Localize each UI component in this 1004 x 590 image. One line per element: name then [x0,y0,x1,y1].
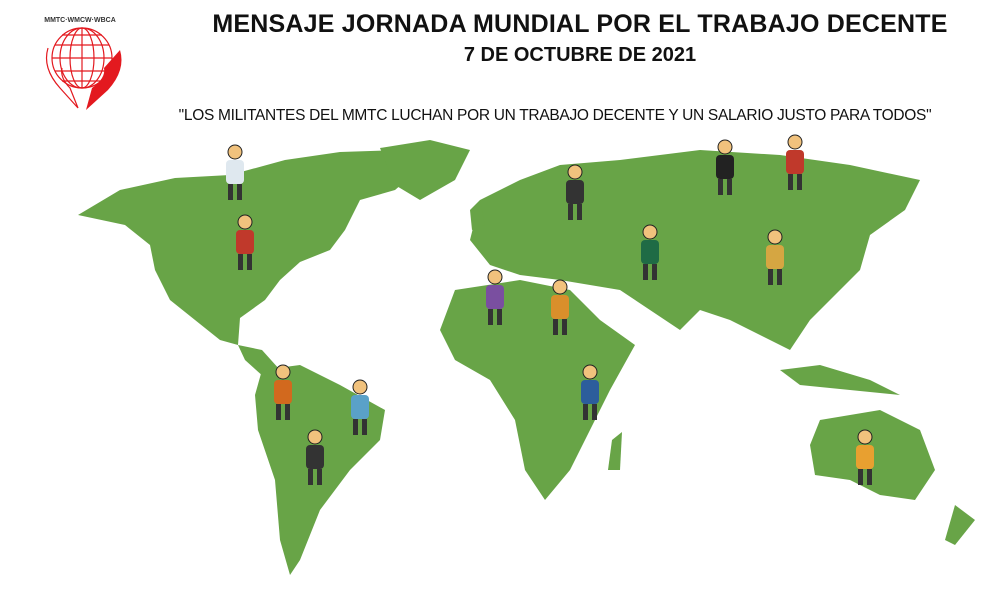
slogan-quote: "LOS MILITANTES DEL MMTC LUCHAN POR UN T… [178,107,932,124]
page-title: MENSAJE JORNADA MUNDIAL POR EL TRABAJO D… [212,10,948,38]
worker-firefighter-illustration [306,429,324,485]
indonesia [780,365,900,395]
event-date: 7 DE OCTUBRE DE 2021 [463,44,697,66]
worker-shop-cashier-illustration [766,229,784,285]
worker-office-workers-illustration [566,164,584,220]
worker-farmers-illustration [551,279,569,335]
worker-delivery-rider-illustration [236,214,254,270]
worker-call-center-agent-illustration [351,379,369,435]
uk [470,200,485,230]
greenland [380,140,470,200]
mmtc-logo: MMTC·WMCW·WBCA [44,17,122,110]
new-zealand [945,505,975,545]
worker-teacher-illustration [641,224,659,280]
worker-doctor-illustration [226,144,244,200]
svg-text:MMTC·WMCW·WBCA: MMTC·WMCW·WBCA [44,17,116,24]
worker-cleaner-illustration [486,269,504,325]
madagascar [608,432,622,470]
worker-postman-illustration [581,364,599,420]
worker-market-vendor-illustration [856,429,874,485]
worker-indigenous-worker-illustration [274,364,292,420]
africa [440,280,635,500]
worker-waiter-illustration [716,139,734,195]
worker-chef-illustration [786,134,804,190]
